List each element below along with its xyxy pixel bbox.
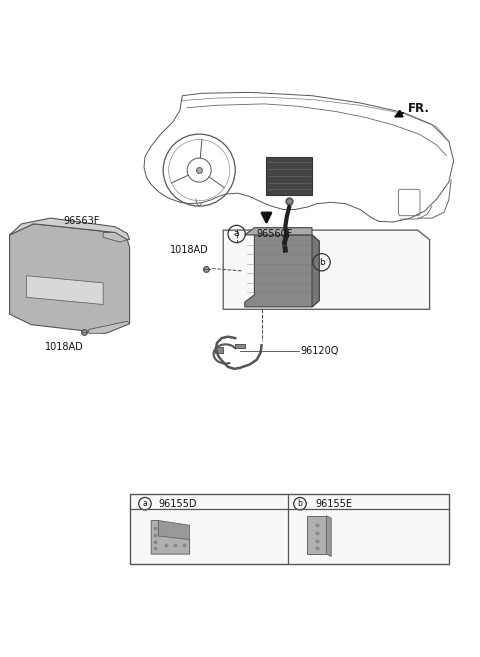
Polygon shape [215, 347, 223, 353]
Text: 96560F: 96560F [257, 229, 293, 238]
Text: 96155E: 96155E [315, 499, 352, 509]
Polygon shape [26, 276, 103, 304]
Polygon shape [10, 224, 130, 333]
Text: a: a [234, 229, 240, 238]
Text: 96155D: 96155D [158, 499, 197, 509]
Polygon shape [312, 235, 319, 307]
Polygon shape [223, 230, 430, 309]
Polygon shape [89, 321, 130, 333]
Text: FR.: FR. [408, 102, 430, 115]
Text: 96120Q: 96120Q [300, 346, 338, 356]
Text: 96563F: 96563F [63, 216, 100, 226]
FancyBboxPatch shape [266, 156, 312, 195]
Polygon shape [245, 228, 312, 235]
Polygon shape [245, 235, 319, 307]
Polygon shape [103, 233, 127, 242]
Text: b: b [298, 499, 302, 509]
Polygon shape [10, 218, 130, 240]
Text: 1018AD: 1018AD [170, 245, 209, 255]
Polygon shape [307, 516, 326, 554]
Polygon shape [158, 520, 190, 539]
Text: 1018AD: 1018AD [46, 342, 84, 352]
Polygon shape [151, 520, 190, 554]
FancyBboxPatch shape [130, 494, 449, 564]
Text: b: b [319, 258, 324, 267]
Polygon shape [326, 516, 331, 556]
Text: a: a [143, 499, 147, 509]
Polygon shape [235, 344, 245, 348]
